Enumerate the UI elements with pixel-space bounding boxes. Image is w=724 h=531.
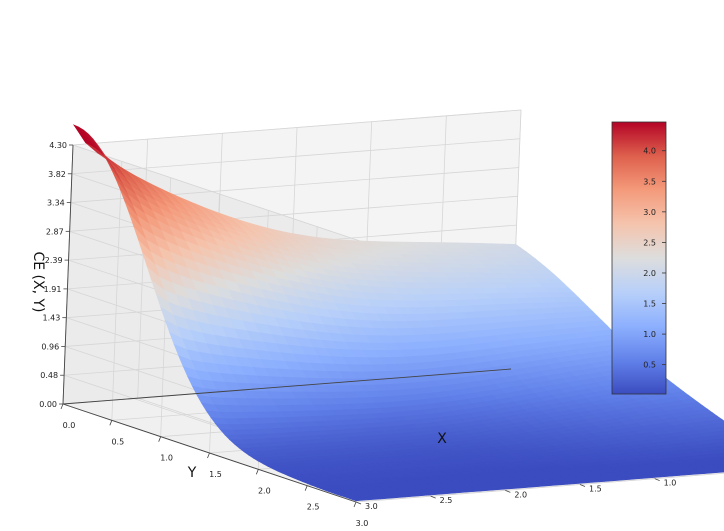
colorbar-tick-label: 1.5 xyxy=(643,300,656,309)
colorbar-tick-label: 0.5 xyxy=(643,361,656,370)
colorbar-tick-label: 4.0 xyxy=(643,147,656,156)
surface xyxy=(72,124,724,502)
z-tick-label: 3.34 xyxy=(47,199,65,208)
y-tick-mark xyxy=(158,436,162,442)
y-axis-label: Y xyxy=(187,465,197,481)
grid-line xyxy=(111,161,123,421)
y-tick-mark xyxy=(109,420,113,426)
grid-line xyxy=(71,138,520,175)
y-tick-label: 1.0 xyxy=(160,454,173,463)
z-tick-label: 4.30 xyxy=(49,141,67,150)
x-axis-label: X xyxy=(437,431,447,447)
x-tick-label: 3.0 xyxy=(365,502,378,511)
surface-patch xyxy=(351,497,369,502)
x-tick-label: 1.5 xyxy=(589,485,602,494)
y-tick-mark xyxy=(255,469,259,475)
x-tick-label: 2.0 xyxy=(514,490,527,499)
z-tick-label: 1.43 xyxy=(43,314,61,323)
colorbar-tick-label: 3.5 xyxy=(643,177,656,186)
y-tick-label: 0.0 xyxy=(63,421,76,430)
x-tick-mark xyxy=(355,501,362,505)
y-tick-mark xyxy=(353,501,357,508)
colorbar: 0.5 1.0 1.5 2.0 2.5 3.0 3.5 4.0 xyxy=(611,121,667,395)
z-tick-label: 2.39 xyxy=(45,256,63,265)
z-tick-label: 3.82 xyxy=(48,170,66,179)
x-tick-label: 2.5 xyxy=(440,496,453,505)
x-tick-mark xyxy=(654,478,660,482)
z-axis-line xyxy=(62,144,74,405)
y-tick-mark xyxy=(304,485,308,491)
colorbar-tick-label: 2.5 xyxy=(643,238,656,247)
colorbar-tick-label: 2.0 xyxy=(643,269,656,278)
x-tick-mark xyxy=(579,484,586,487)
y-tick-mark xyxy=(207,452,210,459)
x-tick-mark xyxy=(505,489,511,493)
y-tick-label: 2.0 xyxy=(258,486,271,495)
y-tick-label: 3.0 xyxy=(356,519,369,528)
colorbar-gradient xyxy=(611,121,667,395)
colorbar-tick-label: 3.0 xyxy=(643,208,656,217)
x-tick-label: 1.0 xyxy=(664,479,677,488)
tick-labels: 0.00 0.48 0.96 1.43 1.91 2.39 2.87 3.34 3.82 4.30… xyxy=(39,141,677,528)
y-tick-label: 1.5 xyxy=(209,470,222,479)
colorbar-tick-label: 1.0 xyxy=(643,330,656,339)
z-tick-label: 0.00 xyxy=(39,400,57,409)
y-tick-label: 0.5 xyxy=(111,437,124,446)
y-tick-mark xyxy=(60,403,64,410)
z-tick-label: 2.87 xyxy=(46,227,64,236)
y-tick-label: 2.5 xyxy=(307,503,320,512)
z-tick-label: 0.96 xyxy=(41,342,59,351)
grid-line xyxy=(72,109,522,146)
z-tick-label: 1.91 xyxy=(44,285,62,294)
x-tick-mark xyxy=(430,495,436,499)
z-axis-label: CE (X, Y) xyxy=(30,251,46,312)
grid-line xyxy=(72,144,367,244)
x-axis-line xyxy=(62,368,512,405)
z-tick-label: 0.48 xyxy=(40,371,58,380)
